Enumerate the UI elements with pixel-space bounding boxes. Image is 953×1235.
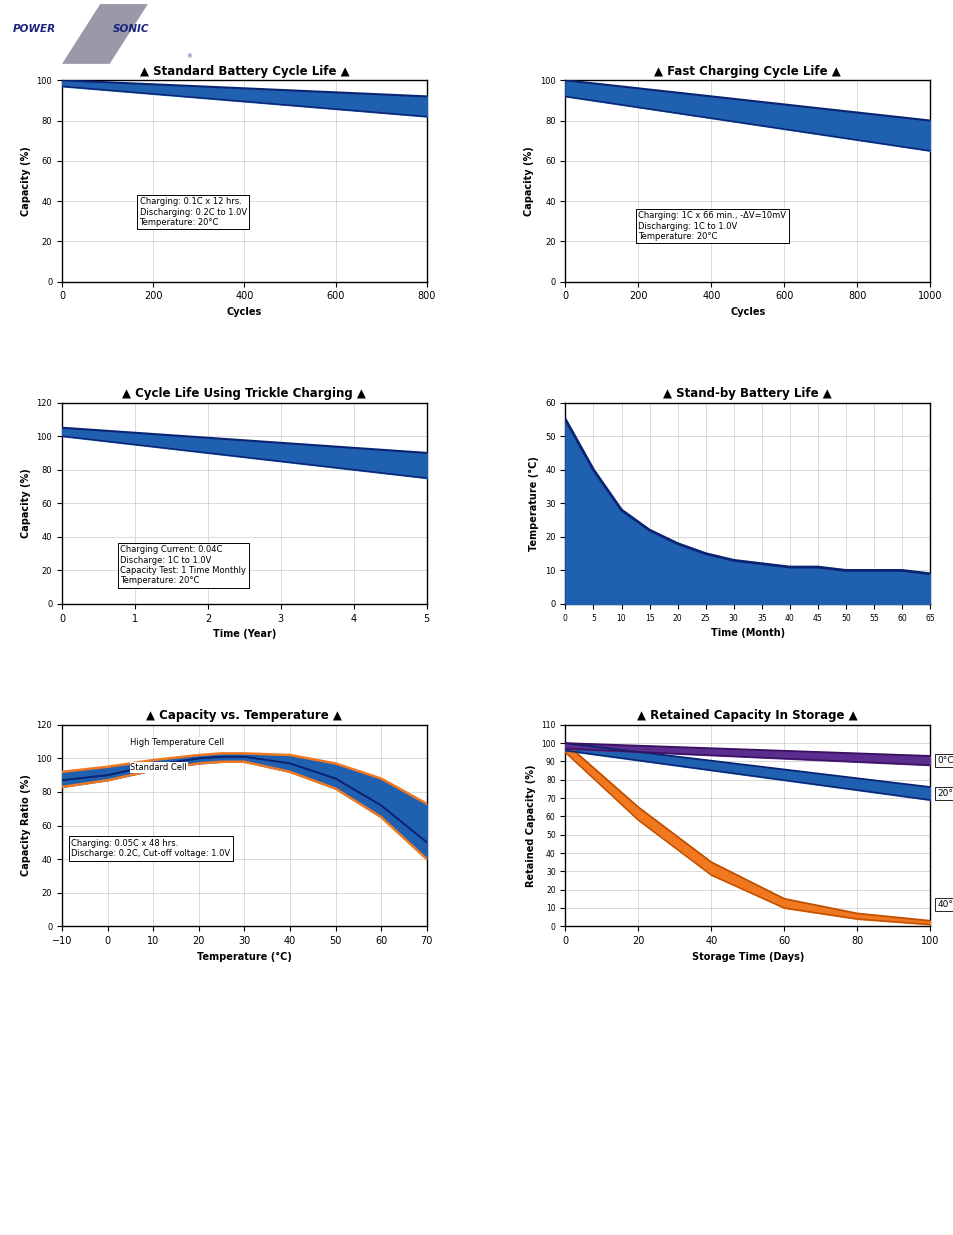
Title: ▲ Capacity vs. Temperature ▲: ▲ Capacity vs. Temperature ▲ [147, 709, 342, 722]
Y-axis label: Capacity (%): Capacity (%) [21, 468, 30, 538]
Text: Power-Sonic Corporation • 7550 Panasonic Way • San Diego, CA 92154 •U.S.A: Power-Sonic Corporation • 7550 Panasonic… [292, 995, 663, 1004]
Text: Email Sales: national-sales@power-sonic.com: Email Sales: national-sales@power-sonic.… [369, 1041, 586, 1050]
Text: SONIC: SONIC [112, 23, 149, 33]
Text: Email Sales: international-sales.com@power-sonic.com: Email Sales: international-sales.com@pow… [347, 1188, 608, 1197]
X-axis label: Temperature (°C): Temperature (°C) [196, 951, 292, 962]
Title: ▲ Fast Charging Cycle Life ▲: ▲ Fast Charging Cycle Life ▲ [654, 64, 841, 78]
Title: ▲ Cycle Life Using Trickle Charging ▲: ▲ Cycle Life Using Trickle Charging ▲ [122, 387, 366, 400]
Text: Charging: 1C x 66 min., -ΔV=10mV
Discharging: 1C to 1.0V
Temperature: 20°C: Charging: 1C x 66 min., -ΔV=10mV Dischar… [638, 211, 785, 241]
Text: ®: ® [186, 54, 192, 59]
X-axis label: Time (Year): Time (Year) [213, 630, 275, 640]
X-axis label: Storage Time (Days): Storage Time (Days) [691, 951, 803, 962]
Title: ▲ Retained Capacity In Storage ▲: ▲ Retained Capacity In Storage ▲ [637, 709, 857, 722]
Polygon shape [62, 4, 148, 64]
Title: ▲ Standard Battery Cycle Life ▲: ▲ Standard Battery Cycle Life ▲ [139, 64, 349, 78]
Y-axis label: Capacity Ratio (%): Capacity Ratio (%) [21, 774, 30, 877]
X-axis label: Time (Month): Time (Month) [710, 629, 784, 638]
Text: E-mail Technical Support: technical-support@power-sonic.com: E-mail Technical Support: technical-supp… [330, 1087, 625, 1095]
Text: Email Customer Service: customer-service @power-sonic.com: Email Customer Service: customer-service… [331, 1063, 624, 1073]
FancyBboxPatch shape [8, 4, 189, 64]
Text: 20°C: 20°C [937, 789, 953, 798]
Text: Charging Current: 0.04C
Discharge: 1C to 1.0V
Capacity Test: 1 Time Monthly
Temp: Charging Current: 0.04C Discharge: 1C to… [120, 545, 246, 585]
Text: High Temperature Cell: High Temperature Cell [131, 739, 224, 747]
Text: Phone: (650) 364-5001 • Fax: (650) 366-3662: Phone: (650) 364-5001 • Fax: (650) 366-3… [369, 1166, 586, 1174]
Y-axis label: Capacity (%): Capacity (%) [524, 146, 534, 216]
Text: Charging: 0.05C x 48 hrs.
Discharge: 0.2C, Cut-off voltage: 1.0V: Charging: 0.05C x 48 hrs. Discharge: 0.2… [71, 839, 230, 858]
Text: Corporate Headquarters and Domestic Sales: Corporate Headquarters and Domestic Sale… [330, 971, 625, 983]
Y-axis label: Retained Capacity (%): Retained Capacity (%) [525, 764, 535, 887]
Text: 40°C: 40°C [937, 900, 953, 909]
Text: 0°C: 0°C [937, 756, 953, 764]
Text: Model: PCBM-2.4: Model: PCBM-2.4 [767, 25, 939, 43]
Text: Power-Sonic Corporation • P.O. Box 5242 • Redwood City, CA 94063 • U.S.A.: Power-Sonic Corporation • P.O. Box 5242 … [297, 1142, 658, 1152]
Y-axis label: Capacity (%): Capacity (%) [21, 146, 30, 216]
Text: Charging: 0.1C x 12 hrs.
Discharging: 0.2C to 1.0V
Temperature: 20°C: Charging: 0.1C x 12 hrs. Discharging: 0.… [139, 198, 247, 227]
Text: International Sales: International Sales [415, 1118, 540, 1131]
Text: Standard Cell: Standard Cell [131, 763, 187, 772]
Title: ▲ Stand-by Battery Life ▲: ▲ Stand-by Battery Life ▲ [662, 387, 831, 400]
Text: www.power-sonic.com: www.power-sonic.com [328, 1223, 627, 1235]
Text: © Copyright 2010 Power-Sonic Corporation. All rights reserved: © Copyright 2010 Power-Sonic Corporation… [335, 1209, 619, 1218]
Text: Phone: (619) 661-2020 • Fax: (619) 661.3650: Phone: (619) 661-2020 • Fax: (619) 661.3… [369, 1018, 586, 1028]
X-axis label: Cycles: Cycles [227, 308, 262, 317]
Text: POWER: POWER [12, 23, 55, 33]
Y-axis label: Temperature (°C): Temperature (°C) [529, 456, 538, 551]
X-axis label: Cycles: Cycles [729, 308, 764, 317]
